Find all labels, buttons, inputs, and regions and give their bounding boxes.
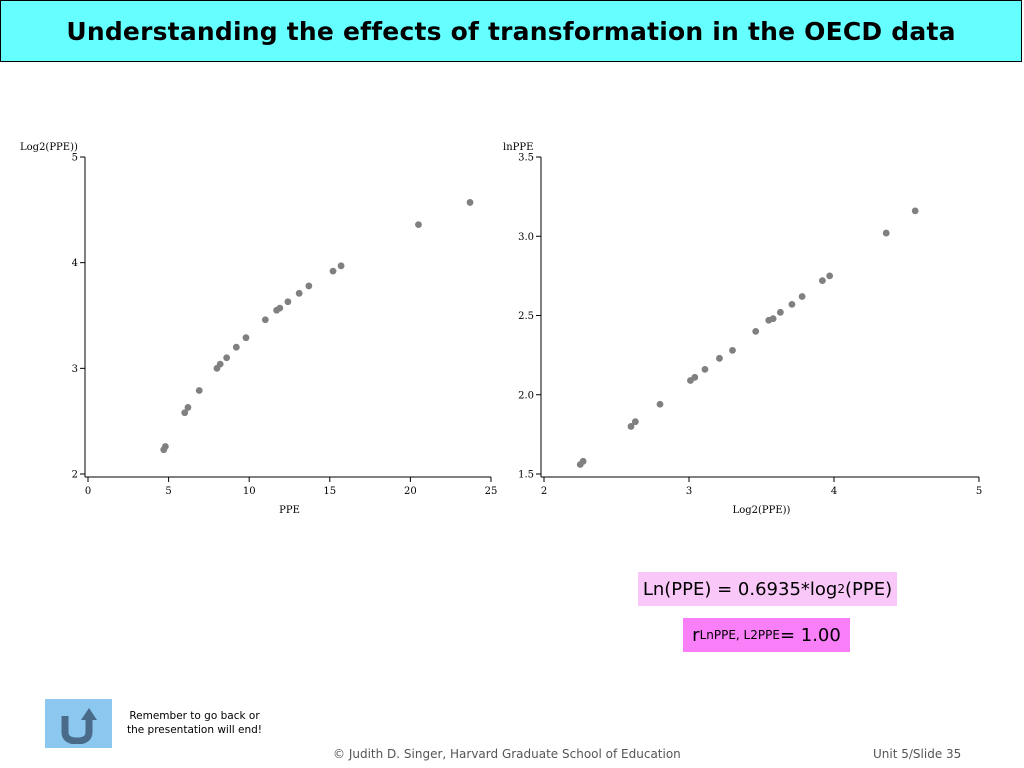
chart2-data-point [656, 400, 664, 408]
correlation-subscript: LnPPE, L2PPE [699, 628, 780, 642]
chart2-data-point [788, 301, 796, 308]
chart2-x-tick-label: 2 [541, 486, 547, 497]
chart1-x-tick-label: 15 [323, 486, 336, 497]
chart2-data-point [826, 272, 834, 280]
chart2-data-point [631, 418, 639, 426]
chart1-data-point [295, 289, 303, 297]
correlation-value: = 1.00 [779, 624, 841, 646]
chart2-y-tick-label: 1.5 [518, 470, 534, 481]
chart2-data-point [729, 346, 736, 354]
chart1-data-point [261, 316, 269, 324]
chart1-data-point [223, 354, 231, 362]
chart1-data-point [184, 404, 192, 411]
chart2-data-point [911, 207, 919, 215]
chart2-y-tick-label: 2.5 [518, 311, 534, 322]
chart2-data-point [691, 373, 699, 381]
chart1-data-point [337, 262, 345, 270]
chart1-data-point [242, 334, 250, 342]
chart1-x-tick-label: 20 [404, 486, 417, 497]
chart1-data-point [216, 360, 224, 368]
chart2-data-point [579, 457, 587, 465]
chart1-data-point [161, 443, 169, 450]
chart1-data-point [466, 199, 474, 206]
equation-rhs: (PPE) [845, 578, 893, 600]
chart1-data-point [232, 343, 240, 351]
chart1-x-tick-label: 10 [243, 486, 256, 497]
chart2-x-axis-label: Log2(PPE)) [733, 505, 791, 516]
chart1-y-tick-label: 2 [72, 470, 78, 481]
go-back-button[interactable] [45, 699, 112, 748]
chart1-data-point [181, 409, 189, 417]
chart2-x-tick-label: 3 [686, 486, 692, 497]
chart2-x-tick-label: 5 [976, 486, 982, 497]
chart1-data-point [329, 267, 337, 275]
chart2-data-point [776, 308, 784, 316]
chart2-y-tick-label: 3.5 [518, 153, 534, 164]
chart1-x-axis-label: PPE [279, 505, 300, 516]
correlation-r: r [692, 624, 700, 646]
chart2-x-tick-label: 4 [831, 486, 837, 497]
reminder-line-2: the presentation will end! [126, 724, 263, 736]
chart2-y-tick-label: 3.0 [518, 232, 534, 243]
chart2-data-point [701, 365, 709, 373]
chart2-data-point [716, 354, 723, 362]
equation-lhs: Ln(PPE) = 0.6935*log [642, 578, 838, 600]
chart1-y-axis-label: Log2(PPE)) [20, 142, 78, 153]
chart1-x-tick-label: 25 [485, 486, 498, 497]
equation-subscript: 2 [837, 582, 845, 596]
chart2-data-point [798, 293, 806, 300]
footer-copyright: © Judith D. Singer, Harvard Graduate Sch… [333, 747, 681, 761]
chart2-y-axis-label: lnPPE [503, 142, 533, 153]
reminder-text: Remember to go back or the presentation … [122, 709, 267, 737]
chart1-y-tick-label: 3 [72, 364, 78, 375]
chart1-data-point [284, 298, 292, 306]
reminder-line-1: Remember to go back or [129, 710, 260, 722]
chart2-data-point [769, 315, 777, 323]
chart2-data-point [627, 423, 635, 430]
chart1-y-tick-label: 4 [72, 258, 78, 269]
slide-title: Understanding the effects of transformat… [66, 16, 956, 46]
chart2-y-tick-label: 2.0 [518, 390, 534, 401]
chart1-data-point [276, 304, 284, 312]
chart2-data-point [819, 277, 826, 285]
u-turn-arrow-icon [61, 707, 97, 744]
chart1-data-point [415, 221, 422, 229]
chart1-y-tick-label: 5 [72, 153, 78, 164]
slide-number: Unit 5/Slide 35 [873, 747, 962, 761]
title-bar: Understanding the effects of transformat… [0, 0, 1022, 62]
chart1-x-tick-label: 5 [165, 486, 171, 497]
equation-ln-log2: Ln(PPE) = 0.6935*log 2 (PPE) [638, 572, 897, 606]
chart1-data-point [195, 387, 203, 394]
correlation-box: r LnPPE, L2PPE = 1.00 [683, 618, 850, 652]
chart2-data-point [882, 229, 890, 237]
chart1-x-tick-label: 0 [85, 486, 91, 497]
chart2-data-point [752, 327, 760, 335]
chart1-data-point [305, 282, 313, 290]
